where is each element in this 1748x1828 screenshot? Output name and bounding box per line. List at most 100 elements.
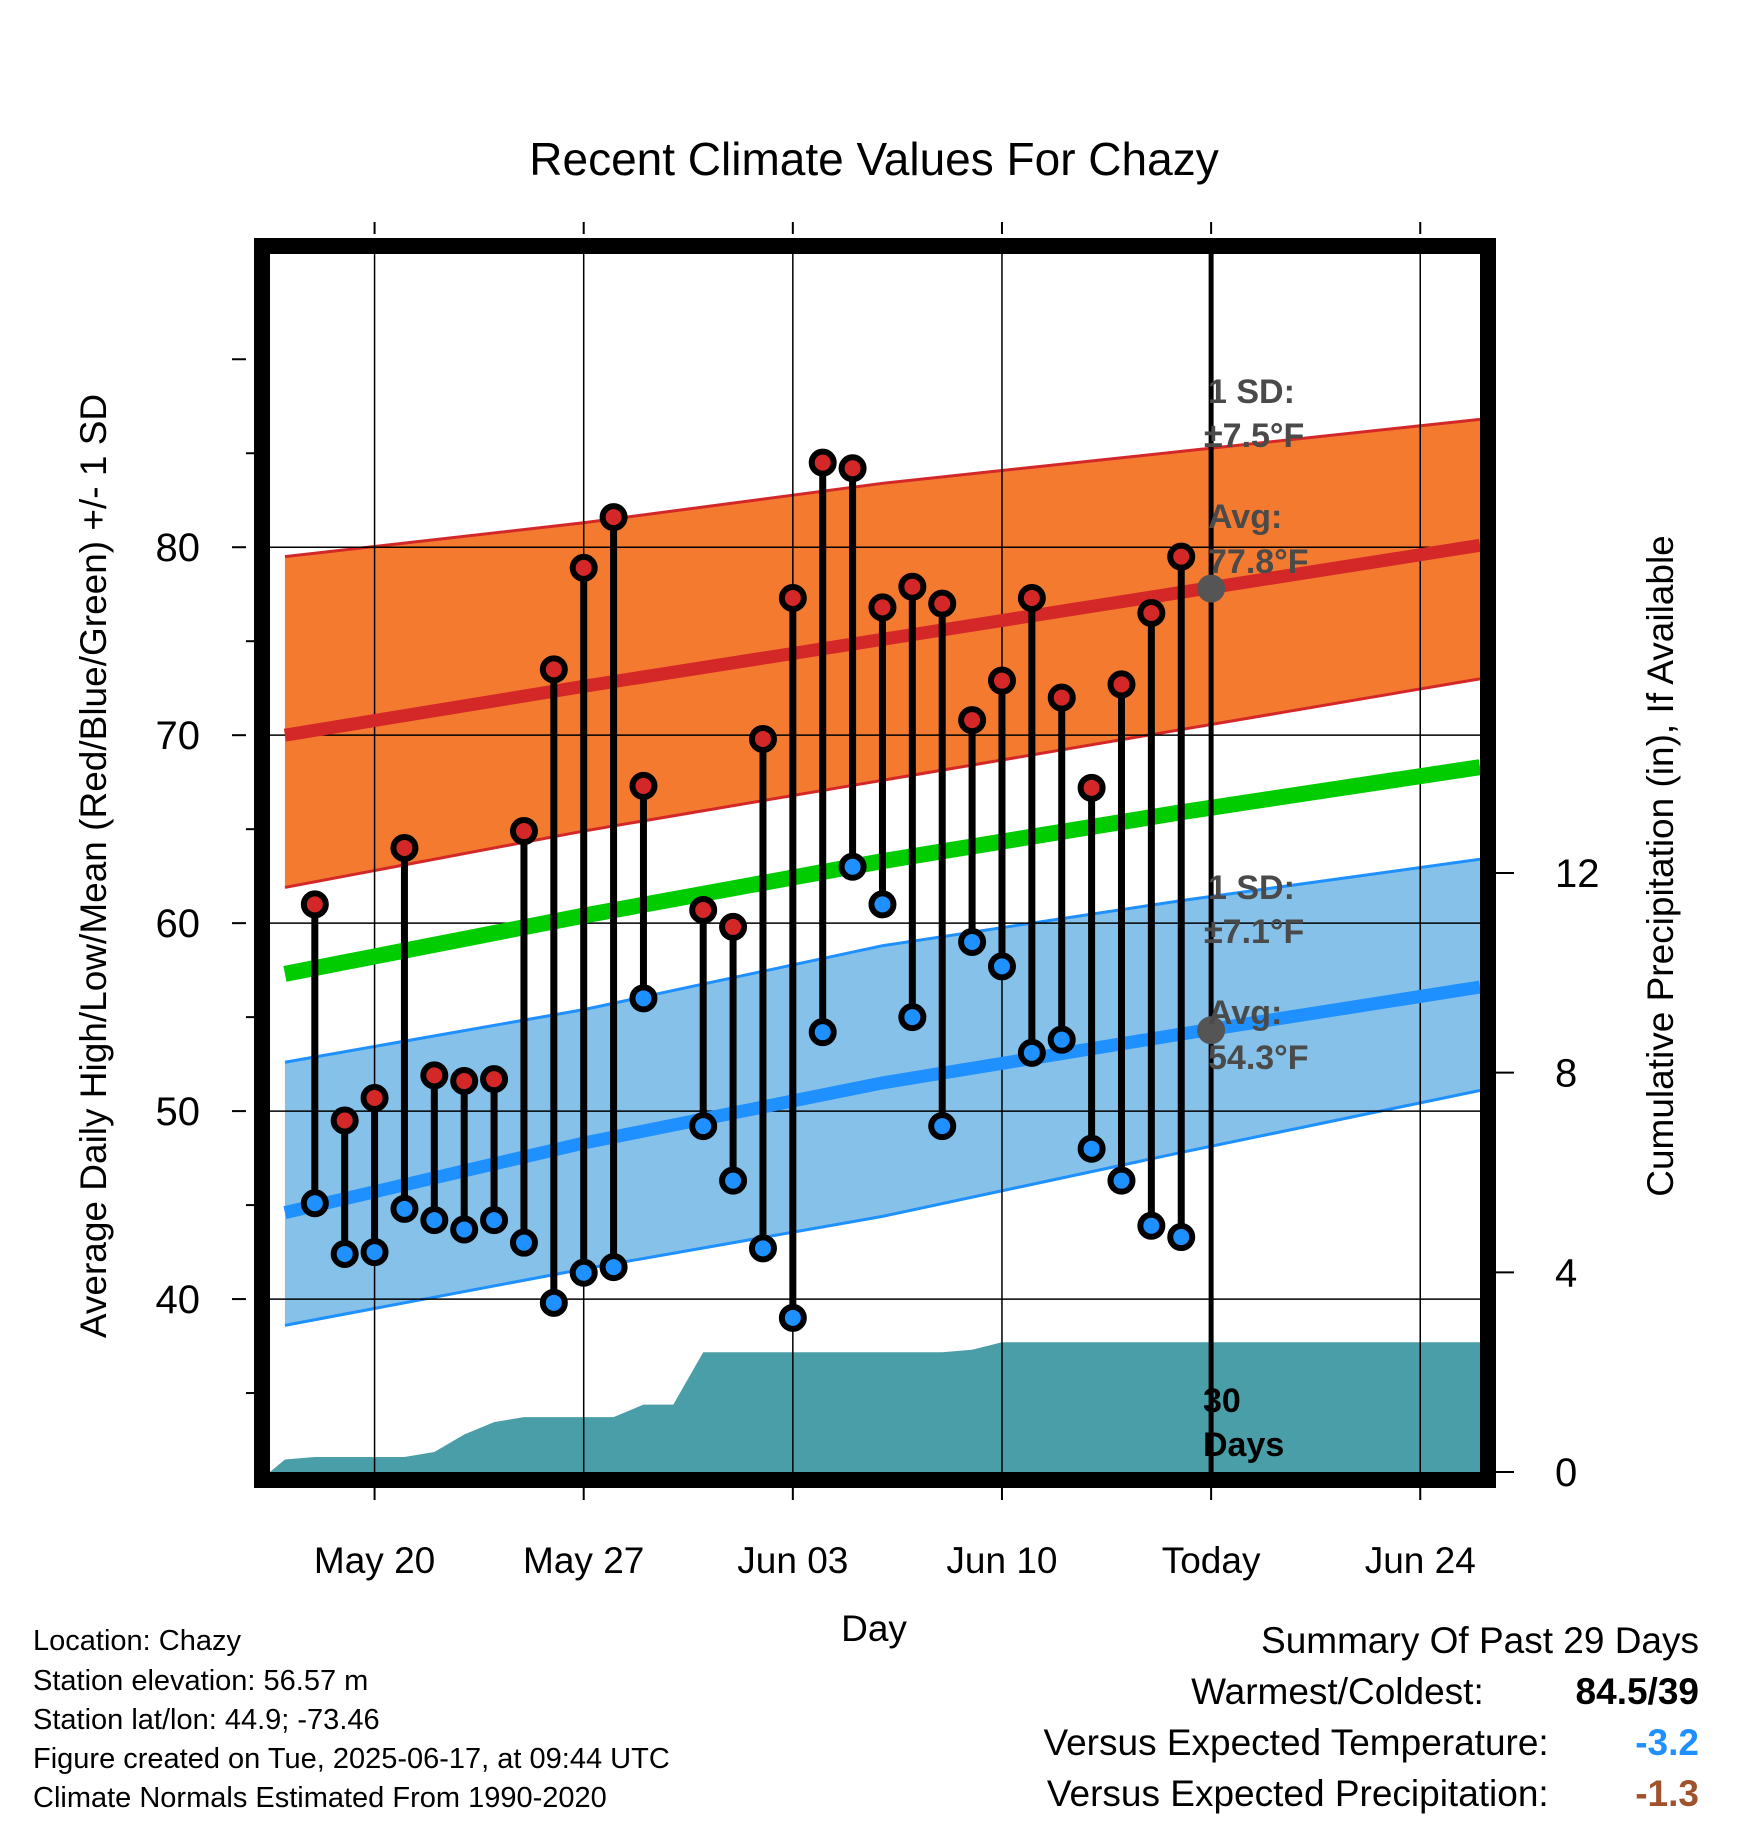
temp-anomaly-value: -3.2 — [1635, 1722, 1699, 1763]
high-point — [689, 895, 718, 924]
high-point — [450, 1067, 479, 1096]
low-point — [1107, 1166, 1136, 1195]
low-point — [689, 1112, 718, 1141]
y-tick-label: 60 — [156, 902, 201, 946]
low-point — [719, 1166, 748, 1195]
low-point — [300, 1189, 329, 1218]
high-point — [1017, 583, 1046, 612]
low-point — [1077, 1134, 1106, 1163]
low-point — [987, 952, 1016, 981]
low-avg-title: Avg: — [1208, 994, 1282, 1032]
high-point — [1047, 683, 1076, 712]
summary-title: Summary Of Past 29 Days — [1261, 1620, 1699, 1661]
high-point — [987, 666, 1016, 695]
x-tick-label: Today — [1162, 1540, 1261, 1581]
low-sd-title: 1 SD: — [1208, 869, 1295, 907]
warmest-coldest-label: Warmest/Coldest: — [1191, 1671, 1484, 1712]
y2-tick-label: 12 — [1555, 852, 1600, 896]
precip-days-value: 30 — [1203, 1382, 1241, 1420]
warmest-coldest-value: 84.5/39 — [1575, 1671, 1699, 1712]
x-tick-label: May 20 — [314, 1540, 435, 1581]
normals-text: Climate Normals Estimated From 1990-2020 — [33, 1782, 607, 1814]
precip-area — [270, 1342, 1480, 1472]
high-point — [1137, 599, 1166, 628]
x-tick-label: Jun 24 — [1365, 1540, 1476, 1581]
low-point — [1137, 1211, 1166, 1240]
low-point — [539, 1288, 568, 1317]
low-point — [778, 1303, 807, 1332]
low-point — [1047, 1025, 1076, 1054]
high-point — [599, 503, 628, 532]
high-point — [509, 817, 538, 846]
y-tick-label: 40 — [156, 1278, 201, 1322]
low-point — [748, 1234, 777, 1263]
latlon-text: Station lat/lon: 44.9; -73.46 — [33, 1704, 380, 1736]
high-point — [1167, 542, 1196, 571]
precip-anomaly-value: -1.3 — [1635, 1773, 1699, 1814]
precip-days-unit: Days — [1203, 1426, 1284, 1464]
high-point — [868, 593, 897, 622]
summary-warmest-row: Warmest/Coldest: 84.5/39 — [1191, 1671, 1699, 1713]
low-point — [569, 1258, 598, 1287]
plot-area — [270, 254, 1480, 1472]
low-point — [599, 1253, 628, 1282]
high-point — [928, 589, 957, 618]
y2-tick-label: 4 — [1555, 1251, 1577, 1295]
chart-title: Recent Climate Values For Chazy — [529, 133, 1218, 185]
high-point — [390, 833, 419, 862]
low-point — [509, 1228, 538, 1257]
low-point — [898, 1003, 927, 1032]
y-axis-label: Average Daily High/Low/Mean (Red/Blue/Gr… — [73, 394, 114, 1338]
high-point — [1077, 773, 1106, 802]
low-point — [928, 1112, 957, 1141]
low-band-upper-edge — [284, 857, 1480, 1064]
y-tick-label: 50 — [156, 1090, 201, 1134]
high-point — [838, 454, 867, 483]
high-sd-value: ±7.5°F — [1204, 417, 1304, 455]
low-point — [958, 927, 987, 956]
low-point — [838, 852, 867, 881]
low-point — [450, 1215, 479, 1244]
summary-temp-row: Versus Expected Temperature: -3.2 — [1043, 1722, 1699, 1764]
x-tick-label: Jun 10 — [946, 1540, 1057, 1581]
high-point — [958, 706, 987, 735]
precip-anomaly-label: Versus Expected Precipitation: — [1046, 1773, 1549, 1814]
low-point — [330, 1239, 359, 1268]
low-point — [629, 984, 658, 1013]
low-point — [1167, 1223, 1196, 1252]
x-axis-label: Day — [841, 1608, 907, 1649]
high-point — [898, 572, 927, 601]
low-avg-line — [283, 980, 1480, 1219]
high-point — [808, 448, 837, 477]
high-point — [629, 771, 658, 800]
low-point — [1017, 1038, 1046, 1067]
created-text: Figure created on Tue, 2025-06-17, at 09… — [33, 1743, 670, 1775]
high-point — [420, 1061, 449, 1090]
low-point — [868, 890, 897, 919]
high-point — [539, 655, 568, 684]
plot-frame — [254, 238, 1496, 1488]
temp-anomaly-label: Versus Expected Temperature: — [1043, 1722, 1549, 1763]
high-point — [480, 1065, 509, 1094]
y2-tick-label: 8 — [1555, 1052, 1577, 1096]
high-point — [1107, 670, 1136, 699]
low-band-lower-edge — [284, 1088, 1480, 1327]
summary-precip-row: Versus Expected Precipitation: -1.3 — [1047, 1773, 1699, 1815]
today-low-avg-marker — [1197, 1016, 1226, 1045]
location-text: Location: Chazy — [33, 1625, 241, 1657]
high-point — [778, 583, 807, 612]
high-avg-value: 77.8°F — [1208, 543, 1309, 581]
x-tick-label: May 27 — [523, 1540, 644, 1581]
y2-tick-label: 0 — [1555, 1451, 1577, 1495]
low-avg-value: 54.3°F — [1208, 1039, 1309, 1077]
high-avg-title: Avg: — [1208, 498, 1282, 536]
low-point — [390, 1194, 419, 1223]
high-point — [330, 1106, 359, 1135]
y-tick-label: 80 — [156, 526, 201, 570]
annotations: 1 SD: ±7.5°F Avg: 77.8°F 1 SD: ±7.1°F Av… — [1203, 373, 1309, 1464]
low-point — [480, 1206, 509, 1235]
x-tick-label: Jun 03 — [737, 1540, 848, 1581]
today-high-avg-marker — [1197, 574, 1226, 603]
low-sd-value: ±7.1°F — [1204, 913, 1304, 951]
